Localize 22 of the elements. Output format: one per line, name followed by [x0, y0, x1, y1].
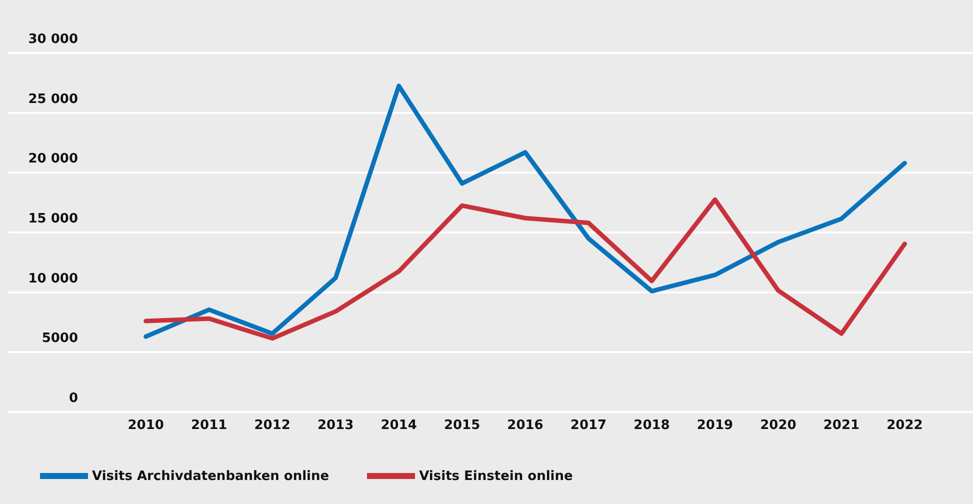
y-tick-label: 25 000	[28, 92, 78, 107]
y-tick-label: 15 000	[28, 212, 78, 226]
x-tick-label: 2018	[634, 418, 670, 434]
x-tick-label: 2016	[507, 418, 544, 434]
x-tick-label: 2013	[317, 418, 354, 434]
x-tick-label: 2022	[886, 418, 923, 434]
x-tick-label: 2010	[128, 418, 164, 434]
y-tick-label: 20 000	[28, 152, 78, 167]
x-tick-label: 2012	[254, 418, 290, 434]
y-tick-label: 10 000	[28, 271, 78, 286]
x-tick-label: 2020	[760, 418, 796, 434]
legend-label: Visits Archivdatenbanken online	[92, 468, 330, 484]
x-tick-label: 2021	[823, 418, 860, 434]
x-tick-label: 2011	[191, 418, 228, 434]
y-tick-label: 30 000	[28, 32, 78, 47]
x-tick-label: 2019	[696, 418, 734, 434]
y-tick-label: 0	[68, 391, 78, 406]
y-tick-label: 5000	[42, 331, 78, 346]
legend-label: Visits Einstein online	[419, 468, 573, 484]
x-tick-label: 2015	[444, 418, 480, 434]
x-tick-label: 2014	[380, 418, 417, 434]
x-tick-label: 2017	[570, 418, 607, 434]
